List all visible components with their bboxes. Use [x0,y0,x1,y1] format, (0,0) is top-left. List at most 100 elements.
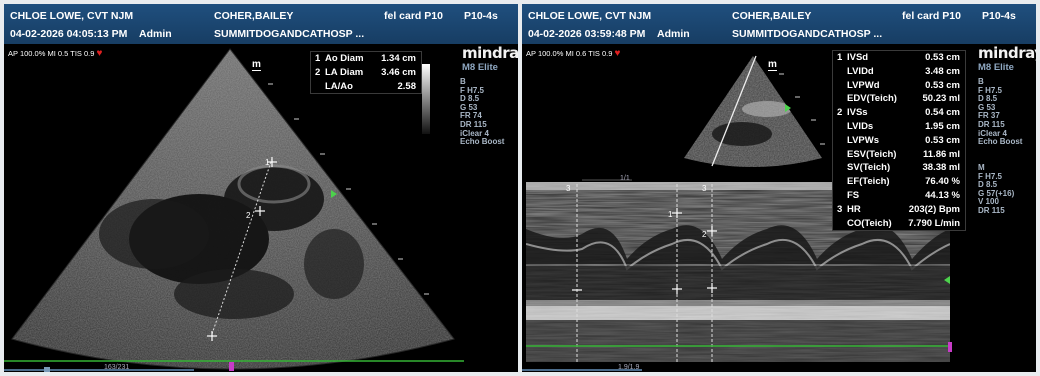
param: D 8.5 [460,94,480,104]
cine-handle[interactable] [44,367,50,372]
measurement-value: 203(2) Bpm [908,203,960,215]
caliper-label: 1 [265,158,270,167]
measurement-label: IVSs [847,107,868,119]
measurement-row: FS 44.13 % [833,189,965,203]
caliper-label: 2 [702,230,707,239]
measurement-value: 2.58 [397,80,417,92]
cine-frame-counter: 163/231 [104,364,130,371]
measurement-value: 38.38 ml [922,162,961,174]
caliper-line [211,158,273,335]
measurement-label: FS [847,189,860,201]
heart-icon: ♥ [614,48,621,59]
param: M [978,163,985,172]
measurement-value: 1.95 cm [925,120,960,132]
measurement-index: 1 [837,52,843,63]
measurement-label: LA/Ao [325,80,353,92]
measurement-value: 0.53 cm [925,79,960,91]
measurement-row: CO(Teich) 7.790 L/min [833,217,965,231]
measurement-row: LA/Ao 2.58 [311,80,421,94]
caliper-label: 3 [702,184,707,193]
operator-name: CHLOE LOWE, CVT NJM [528,10,652,22]
measurement-value: 1.34 cm [381,53,416,64]
m-line-cursor[interactable] [711,55,757,167]
b-mode-params: B F H7.5 D 8.5 G 53 FR 37 DR 115 iClear … [978,77,1022,147]
param: DR 115 [978,119,1005,129]
measurement-value: 50.23 ml [922,93,961,105]
measurement-row: LVIDs 1.95 cm [833,120,965,134]
measurement-row: EF(Teich) 76.40 % [833,175,965,189]
measurement-row: EDV(Teich) 50.23 ml [833,92,965,106]
measurement-row: 1 IVSd 0.53 cm [833,51,965,65]
param: F H7.5 [460,85,485,95]
exam-type: fel card P10 [384,10,443,22]
measurement-value: 3.48 cm [925,65,960,77]
param: DR 115 [460,119,487,129]
exam-type: fel card P10 [902,10,961,22]
hospital-name: SUMMITDOGANDCATHOSP ... [214,28,365,40]
param: F H7.5 [978,171,1003,181]
param: G 53 [978,102,996,112]
measurement-label: EF(Teich) [847,176,890,188]
m-mode-params: M F H7.5 D 8.5 G 57(+16) V 100 DR 115 [978,163,1014,216]
param: B [978,77,984,86]
measurement-row: 2 LA Diam 3.46 cm [311,66,421,80]
measurement-label: EDV(Teich) [847,93,897,105]
measurement-row: LVIDd 3.48 cm [833,65,965,79]
measurement-row: ESV(Teich) 11.86 ml [833,148,965,162]
measurement-box: 1 IVSd 0.53 cm LVIDd 3.48 cm LVPWd 0.53 cm E… [832,50,966,232]
measurement-value: 0.53 cm [925,134,960,146]
measurement-value: 7.790 L/min [908,217,960,229]
mmode-page-label: 1/1 [620,175,630,182]
ecg-marker [229,362,234,371]
measurement-label: LVIDs [847,120,874,132]
measurement-row: SV(Teich) 38.38 ml [833,161,965,175]
probe-name: P10-4s [982,10,1016,22]
measurement-value: 11.86 ml [923,148,960,160]
measurement-label: HR [847,203,861,215]
patient-name: COHER,BAILEY [214,10,294,22]
param: iClear 4 [460,128,489,138]
measurement-label: SV(Teich) [847,162,891,174]
caliper-label: 3 [566,184,571,193]
param: F H7.5 [978,85,1003,95]
measurement-row: 3 HR 203(2) Bpm [833,203,965,217]
param: V 100 [978,197,999,207]
caliper-label: 2 [246,211,251,220]
measurement-box: 1 Ao Diam 1.34 cm 2 LA Diam 3.46 cm LA/Ao 2.5… [310,51,422,95]
measurement-index: 2 [837,107,843,119]
param: FR 74 [460,111,482,121]
measurement-value: 0.54 cm [925,107,960,119]
exam-datetime: 04-02-2026 03:59:48 PM [528,28,646,40]
param: D 8.5 [978,180,998,190]
measurement-label: LVPWd [847,79,880,91]
focus-marker-icon [331,190,337,198]
acoustic-output: AP 100.0% MI 0.6 TIS 0.9 ♥ [526,48,620,59]
measurement-row: LVPWs 0.53 cm [833,134,965,148]
imaging-params: B F H7.5 D 8.5 G 53 FR 74 DR 115 iClear … [460,77,505,147]
model-name: M8 Elite [462,62,498,73]
brand-logo: mindray [978,44,1036,62]
measurement-value: 3.46 cm [381,66,416,78]
mmode-caliper-crosshairs [572,208,717,294]
param: FR 37 [978,111,1000,121]
user-name: Admin [139,28,172,40]
param: G 53 [460,102,478,112]
measurement-index: 2 [315,66,321,78]
measurement-row: 2 IVSs 0.54 cm [833,106,965,120]
measurement-label: LVPWs [847,134,880,146]
patient-name: COHER,BAILEY [732,10,812,22]
param: DR 115 [978,205,1005,215]
measurement-value: 44.13 % [925,189,960,201]
cine-frame-counter: 1.9/1.9 [618,364,640,371]
ecg-marker [948,342,952,352]
depth-scale-ticks [268,83,429,295]
focus-marker-icon [785,104,791,112]
acoustic-output: AP 100.0% MI 0.5 TIS 0.9 ♥ [8,48,102,59]
param: iClear 4 [978,128,1007,138]
measurement-value: 0.53 cm [925,52,960,63]
right-header: CHLOE LOWE, CVT NJM COHER,BAILEY fel car… [522,4,1036,44]
left-header: CHLOE LOWE, CVT NJM COHER,BAILEY fel car… [4,4,518,44]
param: Echo Boost [460,137,505,147]
measurement-label: CO(Teich) [847,217,892,229]
caliper-crosshairs [207,157,277,341]
